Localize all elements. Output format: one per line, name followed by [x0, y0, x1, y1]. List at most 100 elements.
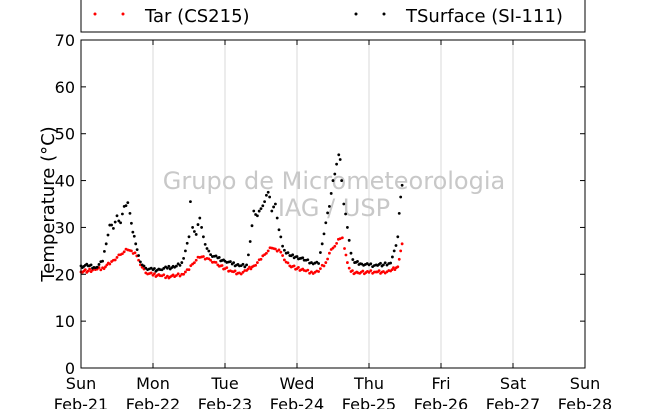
legend-marker: [121, 12, 125, 16]
data-point: [130, 249, 133, 253]
data-point: [108, 262, 112, 266]
data-point: [162, 273, 166, 277]
data-point: [281, 254, 284, 257]
data-point: [400, 183, 404, 187]
legend-marker: [382, 12, 386, 16]
data-point: [324, 261, 328, 264]
y-tick-label: 30: [55, 218, 75, 237]
data-point: [175, 274, 178, 277]
data-point: [113, 220, 117, 224]
data-point: [279, 250, 283, 254]
data-point: [335, 241, 338, 245]
data-point: [277, 228, 281, 232]
data-point: [176, 262, 180, 266]
data-point: [126, 201, 130, 204]
x-tick-label-day: Thu: [353, 374, 384, 393]
data-point: [344, 212, 347, 216]
data-point: [379, 261, 382, 265]
data-point: [137, 254, 141, 257]
data-point: [338, 158, 342, 161]
data-point: [324, 221, 328, 225]
data-point: [286, 251, 290, 255]
data-point: [217, 256, 221, 259]
data-point: [205, 247, 209, 250]
data-point: [265, 193, 268, 197]
data-point: [399, 195, 403, 199]
plot-border: [80, 39, 586, 369]
data-point: [346, 226, 349, 229]
series-0: [79, 236, 404, 280]
data-point: [198, 216, 202, 220]
data-point: [292, 264, 296, 268]
data-point: [274, 247, 277, 251]
data-point: [399, 249, 403, 253]
data-point: [283, 258, 286, 262]
data-point: [343, 247, 346, 250]
data-point: [347, 238, 351, 242]
data-point: [252, 209, 256, 213]
data-point: [338, 237, 342, 241]
data-point: [99, 268, 103, 272]
data-point: [194, 258, 198, 262]
data-point: [310, 270, 313, 274]
x-axis: Sun Feb-21 Mon Feb-22 Tue Feb-23 Wed Feb-24 Thu F…: [54, 40, 612, 409]
data-point: [247, 253, 250, 257]
data-point: [351, 258, 355, 261]
data-point: [135, 248, 139, 252]
legend-label: TSurface (SI-111): [405, 6, 563, 27]
x-tick-label-date: Feb-25: [342, 395, 396, 409]
data-point: [113, 258, 117, 262]
legend-label: Tar (CS215): [144, 6, 250, 27]
data-point: [187, 268, 191, 271]
data-point: [277, 248, 281, 252]
y-tick-label: 20: [55, 265, 75, 284]
data-point: [286, 261, 290, 265]
data-point: [367, 271, 371, 274]
data-point: [134, 242, 138, 246]
data-point: [121, 252, 124, 256]
data-point: [101, 259, 104, 263]
data-point: [184, 249, 187, 253]
data-point: [256, 214, 259, 218]
data-point: [281, 244, 284, 248]
data-point: [122, 250, 126, 254]
data-point: [200, 226, 204, 229]
data-point: [132, 234, 136, 238]
data-point: [393, 268, 397, 271]
data-point: [301, 256, 305, 260]
data-point: [86, 269, 90, 273]
data-point: [185, 241, 189, 245]
data-point: [347, 266, 351, 270]
x-tick-label-date: Feb-22: [126, 395, 180, 409]
data-point: [291, 253, 295, 257]
data-point: [248, 240, 252, 243]
data-point: [194, 233, 198, 236]
data-point: [220, 264, 224, 267]
x-tick-label-day: Mon: [136, 374, 170, 393]
data-point: [178, 264, 182, 267]
data-point: [207, 249, 211, 253]
data-point: [243, 265, 247, 269]
data-point: [329, 192, 333, 195]
data-point: [328, 251, 331, 255]
data-point: [283, 248, 286, 252]
data-point: [83, 268, 87, 272]
data-point: [326, 257, 329, 261]
y-tick-label: 70: [55, 31, 75, 50]
data-point: [392, 266, 395, 270]
data-point: [232, 261, 236, 265]
data-point: [337, 153, 341, 157]
data-point: [196, 223, 200, 226]
data-point: [254, 263, 257, 267]
x-tick-label-day: Sat: [500, 374, 526, 393]
data-point: [266, 249, 270, 253]
data-point: [128, 211, 132, 215]
x-tick-label-day: Tue: [210, 374, 238, 393]
x-tick-label-date: Feb-23: [198, 395, 252, 409]
data-series: [79, 153, 404, 280]
data-point: [382, 270, 385, 273]
data-point: [369, 262, 373, 266]
data-point: [272, 205, 275, 209]
y-tick-label: 60: [55, 78, 75, 97]
data-point: [191, 226, 195, 229]
